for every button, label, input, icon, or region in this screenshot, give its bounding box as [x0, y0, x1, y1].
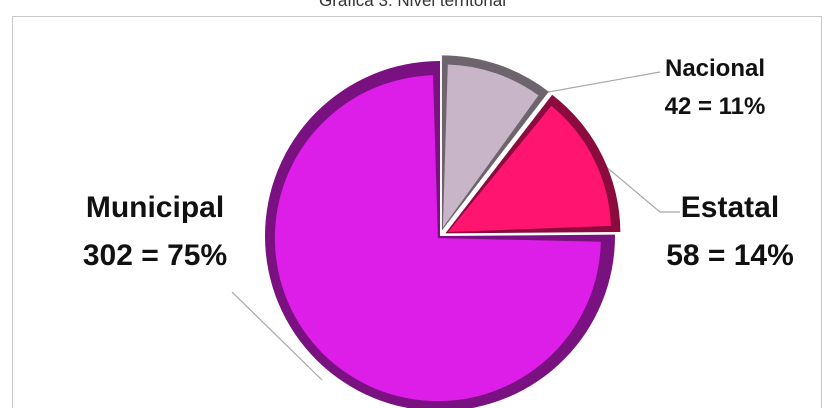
data-label-estatal: Estatal 58 = 14% [655, 184, 805, 280]
pie-slice-municipal [264, 61, 615, 408]
data-label-nacional: Nacional 42 = 11% [650, 50, 780, 126]
pie-slice-face [274, 75, 601, 402]
chart-title: Gráfica 3. Nivel territorial [318, 0, 507, 10]
pie-slice-face [442, 64, 539, 228]
pie-slice-estatal [445, 94, 621, 234]
chart-frame [12, 16, 822, 408]
data-label-municipal-value: 302 = 75% [82, 239, 228, 272]
leader-line-estatal [597, 159, 680, 213]
leader-line-municipal [231, 291, 323, 381]
data-label-estatal-name: Estatal [680, 191, 780, 224]
data-label-nacional-value: 42 = 11% [664, 93, 766, 120]
data-label-municipal: Municipal 302 = 75% [70, 184, 240, 280]
pie-slice-face [448, 105, 611, 232]
data-label-estatal-value: 58 = 14% [666, 239, 794, 272]
data-label-municipal-name: Municipal [85, 191, 225, 224]
data-label-nacional-name: Nacional [664, 55, 766, 82]
pie-slice-nacional [441, 55, 549, 231]
